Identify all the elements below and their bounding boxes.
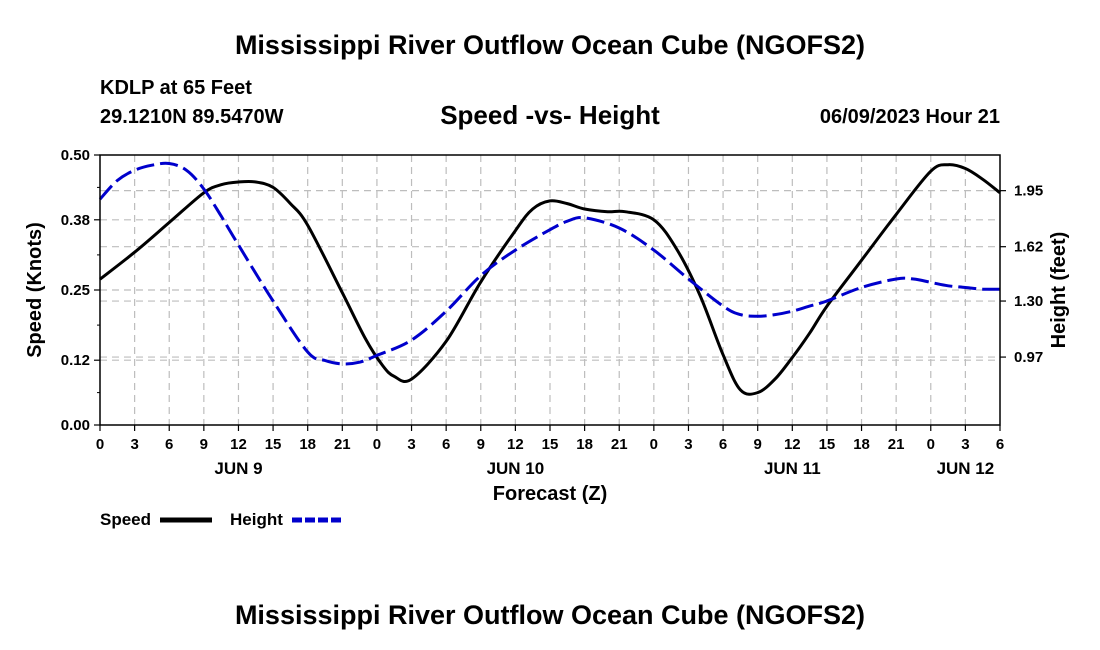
legend: Speed Height (100, 510, 342, 529)
legend-label-speed: Speed (100, 510, 151, 529)
date-label: JUN 9 (214, 459, 262, 478)
x-tick-label: 0 (927, 436, 935, 453)
y2-tick-label: 1.62 (1014, 239, 1043, 256)
y2-tick-label: 0.97 (1014, 349, 1043, 366)
x-tick-label: 3 (961, 436, 969, 453)
forecast-timestamp: 06/09/2023 Hour 21 (819, 106, 1000, 128)
x-tick-label: 6 (165, 436, 173, 453)
y-axis-title: Speed (Knots) (24, 222, 46, 358)
x-tick-label: 12 (507, 436, 524, 453)
x-tick-label: 3 (684, 436, 692, 453)
x-tick-label: 15 (542, 436, 559, 453)
x-tick-label: 9 (200, 436, 208, 453)
date-label: JUN 12 (937, 459, 995, 478)
y-tick-label: 0.12 (61, 352, 90, 369)
chart-subtitle: Speed -vs- Height (440, 100, 660, 130)
gridlines (100, 154, 1000, 425)
x-tick-label: 9 (477, 436, 485, 453)
y-tick-label: 0.25 (61, 282, 90, 299)
x-tick-label: 18 (853, 436, 870, 453)
x-tick-label: 21 (334, 436, 351, 453)
series-line-height (98, 161, 1001, 366)
x-tick-label: 18 (576, 436, 593, 453)
x-tick-label: 15 (819, 436, 836, 453)
y2-tick-label: 1.30 (1014, 293, 1043, 310)
x-tick-label: 3 (407, 436, 415, 453)
station-label: KDLP at 65 Feet (100, 77, 252, 99)
x-tick-label: 21 (888, 436, 905, 453)
series-lines (98, 161, 1001, 396)
chart-title: Mississippi River Outflow Ocean Cube (NG… (234, 30, 866, 60)
x-tick-label: 12 (230, 436, 247, 453)
date-label: JUN 11 (764, 459, 821, 478)
x-tick-label: 15 (265, 436, 282, 453)
x-tick-label: 0 (373, 436, 381, 453)
y-tick-label: 0.38 (61, 212, 90, 229)
x-tick-label: 6 (996, 436, 1004, 453)
y2-tick-label: 1.95 (1014, 183, 1043, 200)
x-tick-label: 0 (650, 436, 658, 453)
y-tick-label: 0.00 (61, 417, 90, 434)
x-tick-label: 0 (96, 436, 104, 453)
legend-label-height: Height (230, 510, 283, 529)
station-coordinates: 29.1210N 89.5470W (100, 106, 284, 128)
x-tick-label: 6 (442, 436, 450, 453)
x-axis-title: Forecast (Z) (493, 483, 607, 505)
axis-labels: 0 3 6 9 12 15 18 21 0 3 6 9 12 15 18 21 0 3 6 9 12 15 18 21 0 3 6J… (61, 147, 1043, 478)
x-tick-label: 6 (719, 436, 727, 453)
y2-axis-title: Height (feet) (1048, 232, 1070, 349)
date-label: JUN 10 (487, 459, 545, 478)
plot-frame (99, 154, 1001, 426)
x-tick-label: 21 (611, 436, 628, 453)
footer-title: Mississippi River Outflow Ocean Cube (NG… (234, 600, 866, 630)
x-tick-label: 12 (784, 436, 801, 453)
y-tick-label: 0.50 (61, 147, 90, 164)
x-tick-label: 3 (130, 436, 138, 453)
x-tick-label: 9 (754, 436, 762, 453)
series-line-speed (99, 163, 1001, 396)
x-tick-label: 18 (299, 436, 316, 453)
